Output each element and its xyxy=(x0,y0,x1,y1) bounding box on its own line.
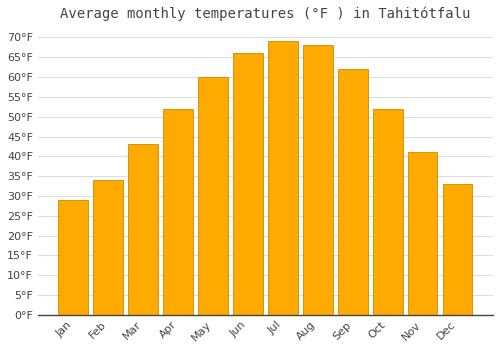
Bar xyxy=(408,152,438,315)
Bar xyxy=(338,69,368,315)
Bar xyxy=(58,200,88,315)
Bar xyxy=(128,145,158,315)
Title: Average monthly temperatures (°F ) in Tahitótfalu: Average monthly temperatures (°F ) in Ta… xyxy=(60,7,470,21)
Bar xyxy=(268,41,298,315)
Bar xyxy=(198,77,228,315)
Bar xyxy=(303,46,332,315)
Bar xyxy=(233,53,263,315)
Bar xyxy=(164,109,193,315)
Bar xyxy=(373,109,402,315)
Bar xyxy=(442,184,472,315)
Bar xyxy=(94,180,123,315)
